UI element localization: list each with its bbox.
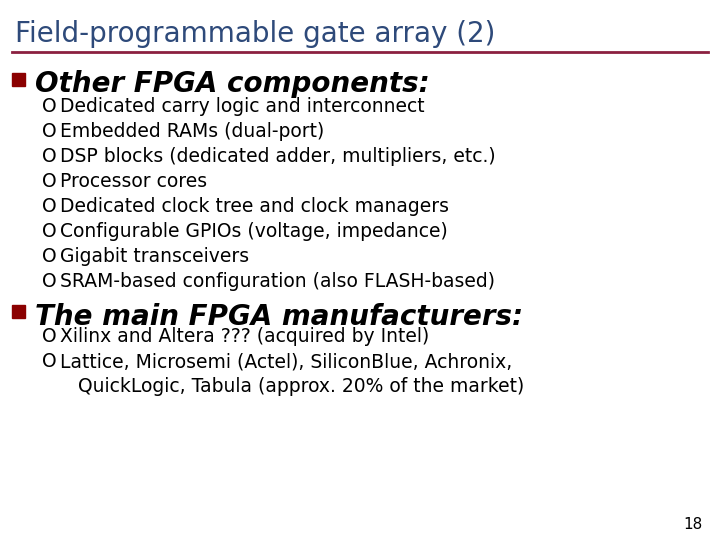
Text: O: O bbox=[42, 222, 57, 241]
Text: O: O bbox=[42, 272, 57, 291]
Text: The main FPGA manufacturers:: The main FPGA manufacturers: bbox=[35, 303, 523, 331]
Text: Dedicated clock tree and clock managers: Dedicated clock tree and clock managers bbox=[60, 197, 449, 216]
Text: Gigabit transceivers: Gigabit transceivers bbox=[60, 247, 249, 266]
Text: O: O bbox=[42, 122, 57, 141]
Text: O: O bbox=[42, 147, 57, 166]
Text: Embedded RAMs (dual-port): Embedded RAMs (dual-port) bbox=[60, 122, 324, 141]
FancyBboxPatch shape bbox=[12, 73, 25, 86]
Text: O: O bbox=[42, 172, 57, 191]
Text: Lattice, Microsemi (Actel), SiliconBlue, Achronix,: Lattice, Microsemi (Actel), SiliconBlue,… bbox=[60, 352, 512, 371]
Text: Configurable GPIOs (voltage, impedance): Configurable GPIOs (voltage, impedance) bbox=[60, 222, 448, 241]
Text: Processor cores: Processor cores bbox=[60, 172, 207, 191]
Text: QuickLogic, Tabula (approx. 20% of the market): QuickLogic, Tabula (approx. 20% of the m… bbox=[78, 377, 524, 396]
Text: SRAM-based configuration (also FLASH-based): SRAM-based configuration (also FLASH-bas… bbox=[60, 272, 495, 291]
FancyBboxPatch shape bbox=[12, 305, 25, 318]
Text: Field-programmable gate array (2): Field-programmable gate array (2) bbox=[15, 20, 495, 48]
Text: DSP blocks (dedicated adder, multipliers, etc.): DSP blocks (dedicated adder, multipliers… bbox=[60, 147, 495, 166]
Text: Other FPGA components:: Other FPGA components: bbox=[35, 70, 430, 98]
Text: O: O bbox=[42, 247, 57, 266]
Text: O: O bbox=[42, 197, 57, 216]
Text: 18: 18 bbox=[684, 517, 703, 532]
Text: Dedicated carry logic and interconnect: Dedicated carry logic and interconnect bbox=[60, 97, 425, 116]
Text: O: O bbox=[42, 97, 57, 116]
Text: Xilinx and Altera ??? (acquired by Intel): Xilinx and Altera ??? (acquired by Intel… bbox=[60, 327, 429, 346]
Text: O: O bbox=[42, 352, 57, 371]
Text: O: O bbox=[42, 327, 57, 346]
